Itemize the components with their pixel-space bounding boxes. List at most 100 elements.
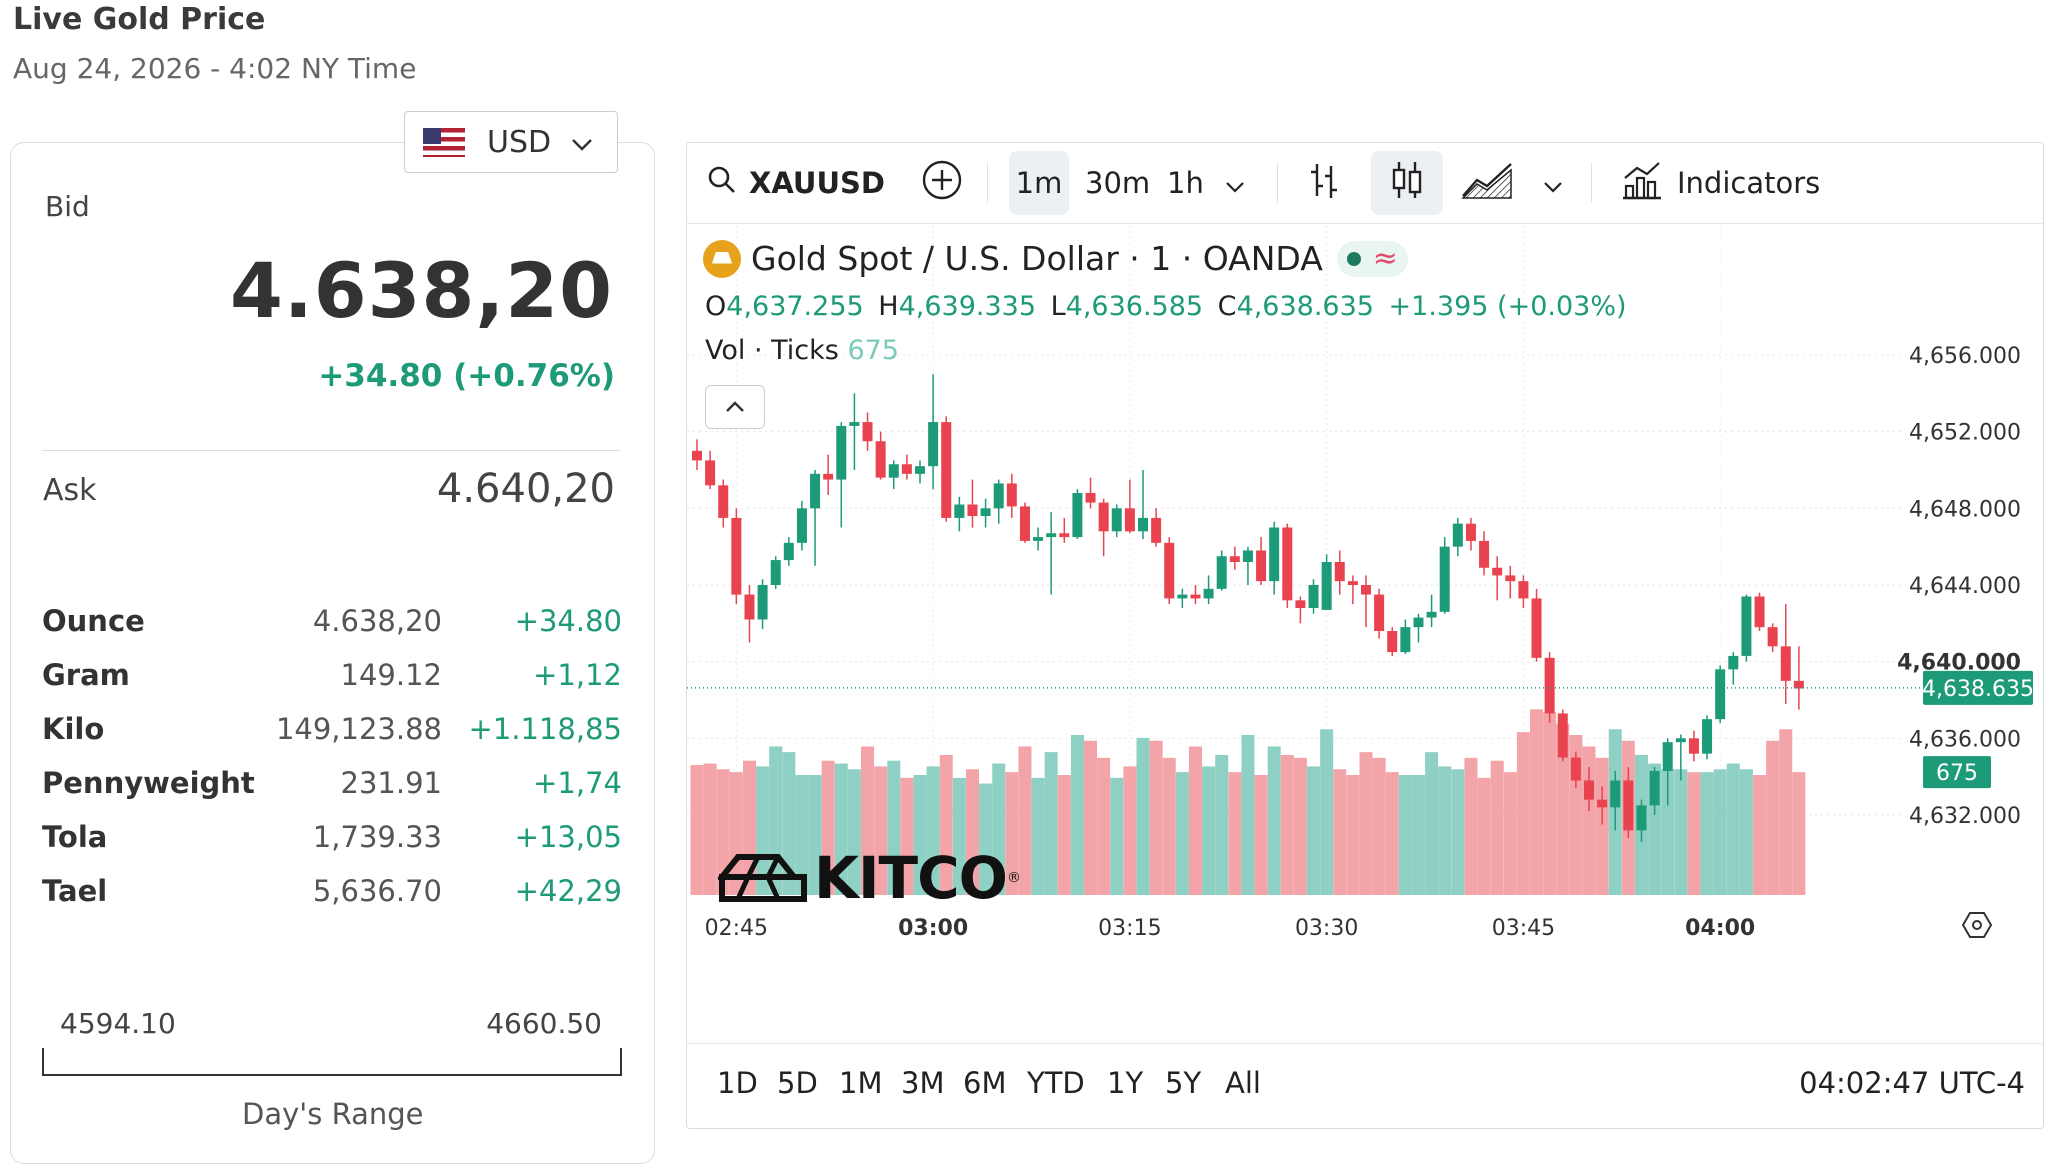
bar-chart-type-button[interactable] — [1307, 143, 1341, 223]
chart-plot-area[interactable]: 4,656.000 4,652.000 4,648.000 4,644.000 4,64… — [687, 225, 2043, 1025]
volume-bar — [716, 769, 730, 895]
volume-bar — [1516, 732, 1530, 895]
indicators-button[interactable]: Indicators — [1621, 143, 1820, 223]
unit-row-pennyweight: Pennyweight 231.91 +1,74 — [42, 766, 622, 820]
bid-value: 4.638,20 — [229, 246, 613, 335]
market-status-badge[interactable]: ≈ — [1336, 240, 1408, 277]
candle-body — [836, 425, 847, 480]
chevron-down-icon — [571, 125, 593, 160]
indicators-label: Indicators — [1677, 166, 1821, 200]
volume-bar — [1307, 766, 1321, 895]
candle-body — [928, 422, 939, 467]
range-1m-button[interactable]: 1M — [839, 1066, 883, 1100]
interval-label: 1m — [1015, 166, 1063, 200]
candle-body — [1006, 483, 1017, 507]
close-value: 4,638.635 — [1236, 291, 1374, 322]
candlestick-chart[interactable]: 4,656.0004,652.0004,648.0004,644.0004,64… — [687, 225, 2043, 1025]
range-1d-button[interactable]: 1D — [717, 1066, 758, 1100]
candle-body — [1649, 770, 1660, 806]
volume-bar — [847, 769, 861, 895]
range-6m-button[interactable]: 6M — [963, 1066, 1007, 1100]
volume-bar — [1215, 755, 1229, 895]
range-3m-button[interactable]: 3M — [901, 1066, 945, 1100]
candle-body — [980, 508, 991, 516]
compare-button[interactable] — [921, 143, 963, 223]
unit-change: +1,12 — [533, 658, 622, 692]
volume-bar — [887, 760, 901, 895]
candle-body — [1085, 493, 1096, 503]
volume-bar — [861, 746, 875, 895]
day-range-bar — [42, 1048, 622, 1076]
interval-30m[interactable]: 30m — [1085, 143, 1150, 223]
range-5d-button[interactable]: 5D — [777, 1066, 818, 1100]
chevron-down-icon — [1543, 166, 1563, 200]
volume-bar — [1280, 755, 1294, 895]
symbol-search[interactable]: XAUUSD — [707, 143, 885, 223]
candle-body — [1610, 780, 1621, 808]
volume-bar — [1766, 740, 1780, 895]
candle-body — [770, 560, 781, 585]
volume-bar — [1700, 772, 1714, 895]
volume-bar — [900, 777, 914, 895]
unit-value: 5,636.70 — [312, 874, 442, 908]
interval-label: 30m — [1085, 166, 1151, 200]
area-chart-type-button[interactable] — [1461, 143, 1515, 223]
candle-body — [1400, 627, 1411, 653]
range-all-button[interactable]: All — [1225, 1066, 1261, 1100]
volume-label: Vol · Ticks — [705, 335, 839, 366]
volume-bar — [1097, 757, 1111, 895]
volume-bar — [1162, 757, 1176, 895]
candle-body — [1492, 567, 1503, 576]
range-5y-button[interactable]: 5Y — [1165, 1066, 1202, 1100]
candle-body — [744, 594, 755, 620]
unit-change: +1.118,85 — [468, 712, 622, 746]
low-label: L — [1050, 291, 1066, 322]
volume-bar — [1057, 775, 1071, 895]
unit-name: Kilo — [42, 712, 105, 746]
candle-body — [1505, 575, 1516, 582]
volume-bar — [1333, 769, 1347, 895]
interval-dropdown[interactable] — [1225, 143, 1245, 223]
volume-bar — [1136, 737, 1150, 895]
candle-body — [1282, 527, 1293, 601]
volume-bar — [1739, 769, 1753, 895]
candle-body — [1636, 805, 1647, 831]
volume-value: 675 — [847, 335, 899, 366]
candle-body — [1321, 562, 1332, 610]
candle-body — [810, 473, 821, 509]
chart-type-dropdown[interactable] — [1543, 143, 1563, 223]
candle-body — [915, 466, 925, 474]
candle-body — [1190, 594, 1201, 599]
day-range-low: 4594.10 — [60, 1007, 176, 1040]
interval-1m[interactable]: 1m — [1009, 151, 1069, 215]
market-open-dot-icon — [1346, 251, 1361, 266]
volume-bar — [1123, 766, 1137, 895]
volume-bar — [808, 775, 822, 895]
symbol-label: XAUUSD — [749, 166, 885, 200]
volume-bar — [1110, 777, 1124, 895]
collapse-legend-button[interactable] — [705, 385, 765, 429]
candle-body — [1623, 780, 1634, 831]
last-price-tag — [1923, 670, 2033, 705]
candle-body — [1544, 657, 1555, 714]
volume-bar — [1530, 709, 1544, 895]
range-1y-button[interactable]: 1Y — [1107, 1066, 1144, 1100]
wave-icon: ≈ — [1372, 241, 1398, 276]
candle-body — [1229, 556, 1240, 562]
volume-bar — [1070, 735, 1084, 895]
interval-1h[interactable]: 1h — [1167, 143, 1204, 223]
x-tick-label: 03:45 — [1492, 916, 1555, 941]
unit-value: 149,123.88 — [275, 712, 442, 746]
x-tick-label: 04:00 — [1685, 916, 1755, 941]
volume-bar — [1241, 735, 1255, 895]
range-ytd-button[interactable]: YTD — [1027, 1066, 1085, 1100]
currency-selector[interactable]: USD — [404, 111, 618, 173]
candle-body — [1072, 493, 1083, 538]
chart-clock[interactable]: 04:02:47 UTC-4 — [1799, 1066, 2025, 1100]
chevron-up-icon — [726, 401, 744, 412]
volume-bar — [795, 775, 809, 895]
candle-body — [1465, 523, 1476, 541]
candle-chart-type-button[interactable] — [1371, 151, 1443, 215]
volume-bar — [1543, 712, 1557, 895]
candle-body — [1426, 611, 1437, 618]
